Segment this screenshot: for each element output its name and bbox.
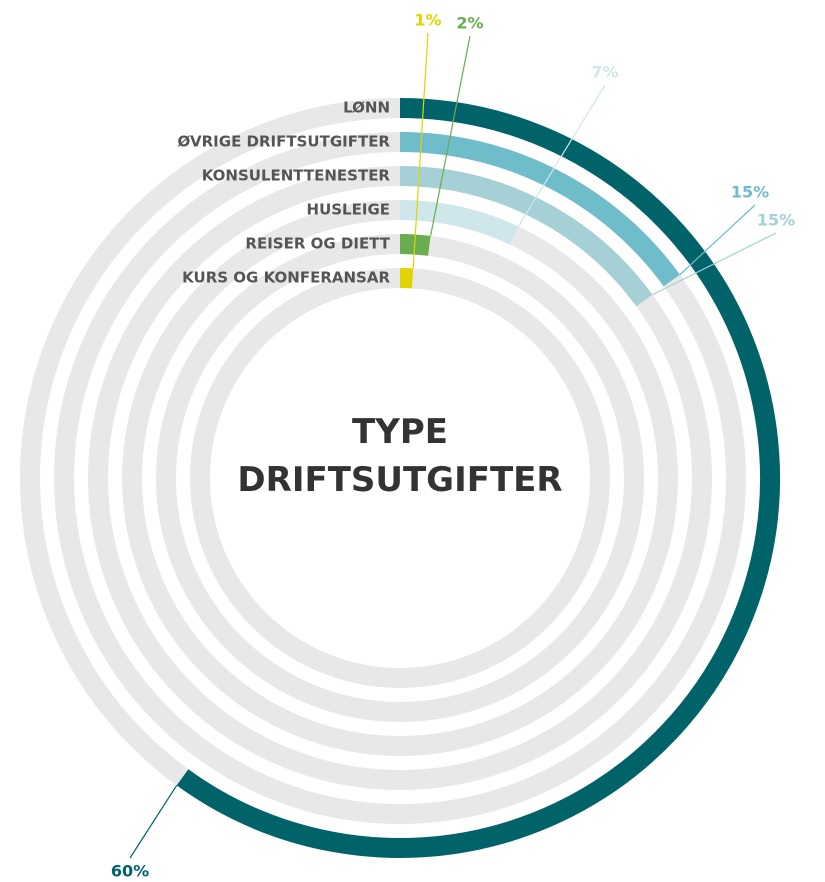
leader-line xyxy=(652,232,777,296)
value-label: 60% xyxy=(111,862,149,881)
value-label: 7% xyxy=(591,63,618,82)
leader-line xyxy=(679,204,756,276)
leader-line xyxy=(517,84,606,227)
leader-line xyxy=(429,35,471,237)
value-label: 2% xyxy=(456,14,483,33)
value-label: 15% xyxy=(757,211,795,230)
bar xyxy=(399,132,680,287)
category-label: KURS OG KONFERANSAR xyxy=(182,269,390,287)
bar xyxy=(399,166,653,307)
value-label: 15% xyxy=(731,183,769,202)
bar xyxy=(399,200,519,245)
category-label: ØVRIGE DRIFTSUTGIFTER xyxy=(178,133,391,151)
bar xyxy=(176,98,780,858)
category-label: LØNN xyxy=(343,99,390,117)
category-label: HUSLEIGE xyxy=(307,201,390,219)
chart-title: TYPE DRIFTSUTGIFTER xyxy=(237,412,563,500)
leader-line xyxy=(412,32,429,269)
category-label: REISER OG DIETT xyxy=(245,235,390,253)
leader-line xyxy=(129,785,178,859)
value-label: 1% xyxy=(414,11,441,30)
category-label: KONSULENTTENESTER xyxy=(202,167,391,185)
title-box: TYPE DRIFTSUTGIFTER xyxy=(237,412,563,500)
